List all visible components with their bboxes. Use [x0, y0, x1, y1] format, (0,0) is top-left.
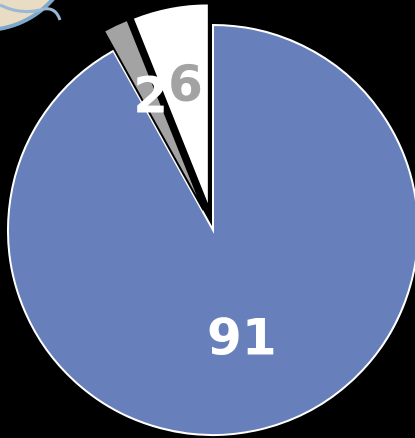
pie-slice	[102, 18, 205, 211]
pie-slice	[7, 23, 415, 436]
decorative-globe	[0, 0, 62, 31]
data-label: 2	[133, 67, 168, 125]
data-label: 6	[168, 55, 203, 113]
data-label: 91	[207, 309, 277, 367]
pie-slice	[131, 2, 210, 209]
pie: 91 2 6	[7, 2, 415, 436]
